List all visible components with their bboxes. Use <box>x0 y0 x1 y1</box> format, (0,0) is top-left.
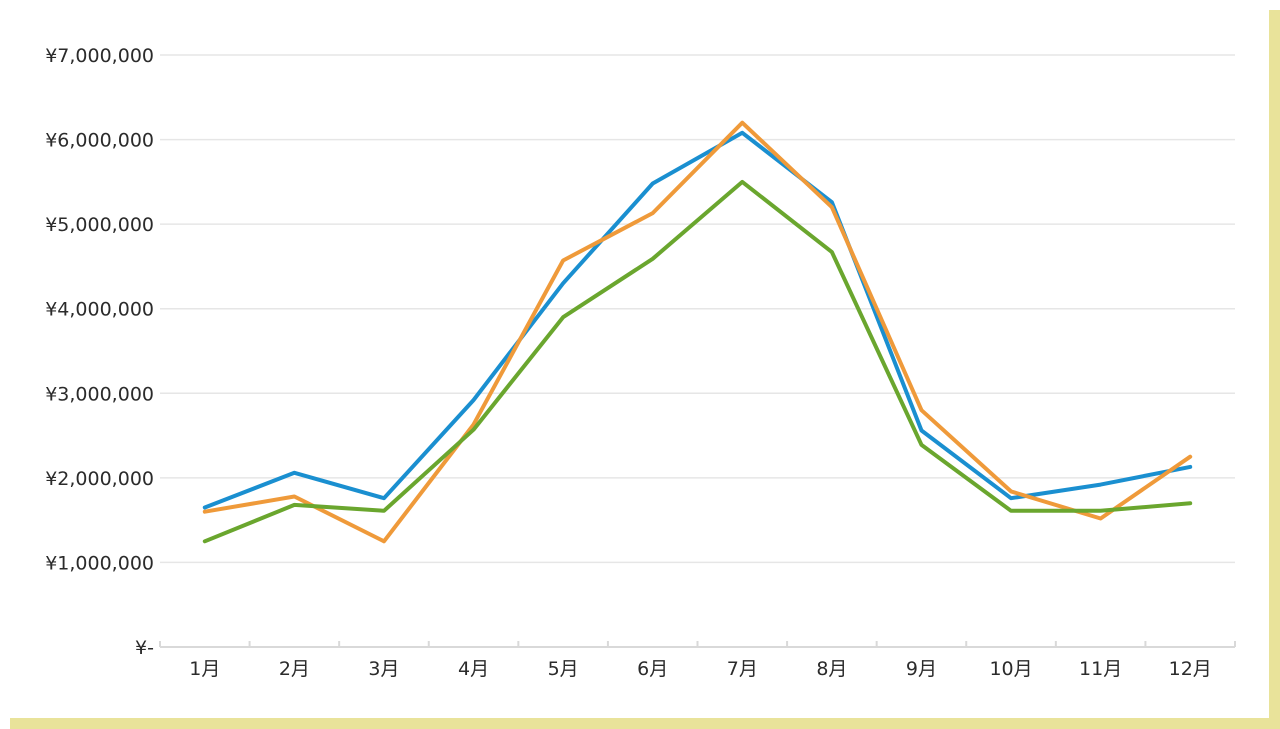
x-tick-label: 8月 <box>816 658 847 680</box>
y-tick-label: ¥- <box>135 637 154 659</box>
x-tick-label: 2月 <box>279 658 310 680</box>
x-tick-label: 7月 <box>727 658 758 680</box>
series-line-1 <box>202 130 1193 510</box>
axes <box>159 641 1236 648</box>
y-tick-label: ¥7,000,000 <box>45 45 154 67</box>
y-tick-label: ¥6,000,000 <box>45 130 154 152</box>
frame-border-bottom <box>10 718 1280 729</box>
x-tick-label: 10月 <box>989 658 1032 680</box>
x-tick-label: 11月 <box>1079 658 1122 680</box>
chart-frame <box>10 10 1269 718</box>
series-line-3 <box>202 179 1193 544</box>
x-tick-labels: 1月 2月 3月 4月 5月 6月 7月 8月 9月 10月 11月 12月 <box>189 658 1212 680</box>
y-tick-labels: ¥- ¥1,000,000 ¥2,000,000 ¥3,000,000 ¥4,000,0… <box>45 45 154 659</box>
frame-border-right <box>1269 10 1280 729</box>
y-tick-label: ¥4,000,000 <box>45 299 154 321</box>
y-tick-label: ¥5,000,000 <box>45 214 154 236</box>
y-tick-label: ¥1,000,000 <box>45 552 154 574</box>
y-tick-label: ¥2,000,000 <box>45 468 154 490</box>
x-tick-label: 3月 <box>368 658 399 680</box>
x-tick-label: 1月 <box>189 658 220 680</box>
y-tick-label: ¥3,000,000 <box>45 383 154 405</box>
x-tick-label: 4月 <box>458 658 489 680</box>
gridlines <box>160 54 1235 564</box>
series-line-2 <box>202 120 1193 544</box>
series-lines <box>202 120 1193 544</box>
x-tick-label: 9月 <box>906 658 937 680</box>
x-tick-label: 6月 <box>637 658 668 680</box>
x-tick-label: 12月 <box>1169 658 1212 680</box>
x-tick-label: 5月 <box>548 658 579 680</box>
